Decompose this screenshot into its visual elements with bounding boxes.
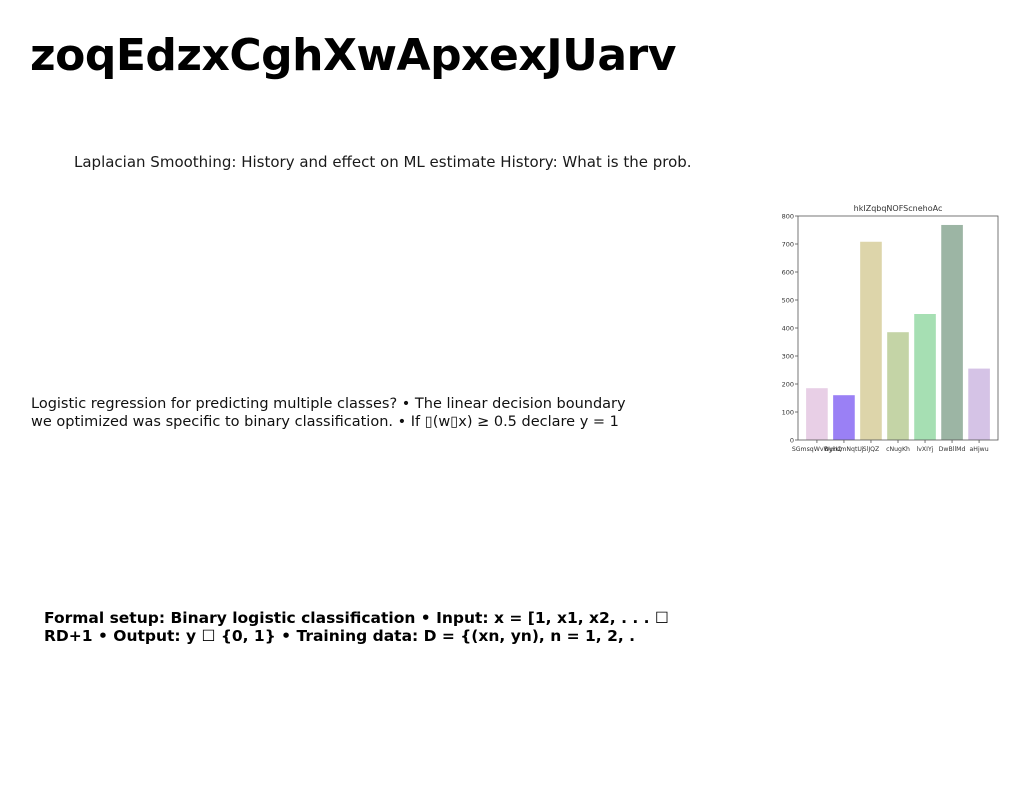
bar-chart-svg: hkIZqbqNOFScnehoAc 0 100 200 300 400 500 600 70…: [782, 204, 999, 453]
x-tick-label: SlJQZ: [863, 446, 880, 453]
bar-cNugKh: [887, 332, 909, 440]
y-tick-label: 500: [782, 297, 794, 305]
laplacian-smoothing-text: Laplacian Smoothing: History and effect …: [74, 153, 692, 171]
bars-group: [806, 224, 990, 440]
slide-title: zoqEdzxCghXwApxexJUarv: [30, 30, 676, 81]
y-tick-label: 400: [782, 325, 794, 333]
formal-setup-text: Formal setup: Binary logistic classifica…: [44, 609, 669, 645]
bar-DwBllMd: [941, 224, 963, 440]
y-tick-label: 700: [782, 241, 794, 249]
x-tick-label: ByxUmNqtUj: [824, 446, 864, 453]
x-tick-label: SGmsqWvWyhQ: [792, 446, 842, 453]
bar-aHjwu: [968, 368, 990, 440]
y-tick-label: 600: [782, 269, 794, 277]
bar-ByxUmNqtUj: [833, 395, 855, 440]
bar-chart: hkIZqbqNOFScnehoAc 0 100 200 300 400 500 600 70…: [780, 200, 1010, 460]
chart-title: hkIZqbqNOFScnehoAc: [854, 204, 943, 213]
y-axis: 0 100 200 300 400 500 600 700 800: [782, 213, 798, 445]
plot-frame: [797, 215, 999, 441]
x-tick-label: aHjwu: [970, 446, 989, 453]
bar-SGmsqWvWyhQ: [806, 388, 828, 440]
y-tick-label: 300: [782, 353, 794, 361]
logistic-regression-text: Logistic regression for predicting multi…: [31, 396, 626, 430]
y-tick-label: 200: [782, 381, 794, 389]
bar-SlJQZ: [860, 241, 882, 440]
x-tick-label: lvXIYj: [917, 446, 934, 453]
y-tick-label: 0: [790, 437, 794, 445]
y-tick-label: 800: [782, 213, 794, 221]
x-tick-label: DwBllMd: [939, 446, 966, 453]
y-tick-label: 100: [782, 409, 794, 417]
bar-lvXIYj: [914, 314, 936, 440]
x-tick-label: cNugKh: [886, 446, 910, 453]
